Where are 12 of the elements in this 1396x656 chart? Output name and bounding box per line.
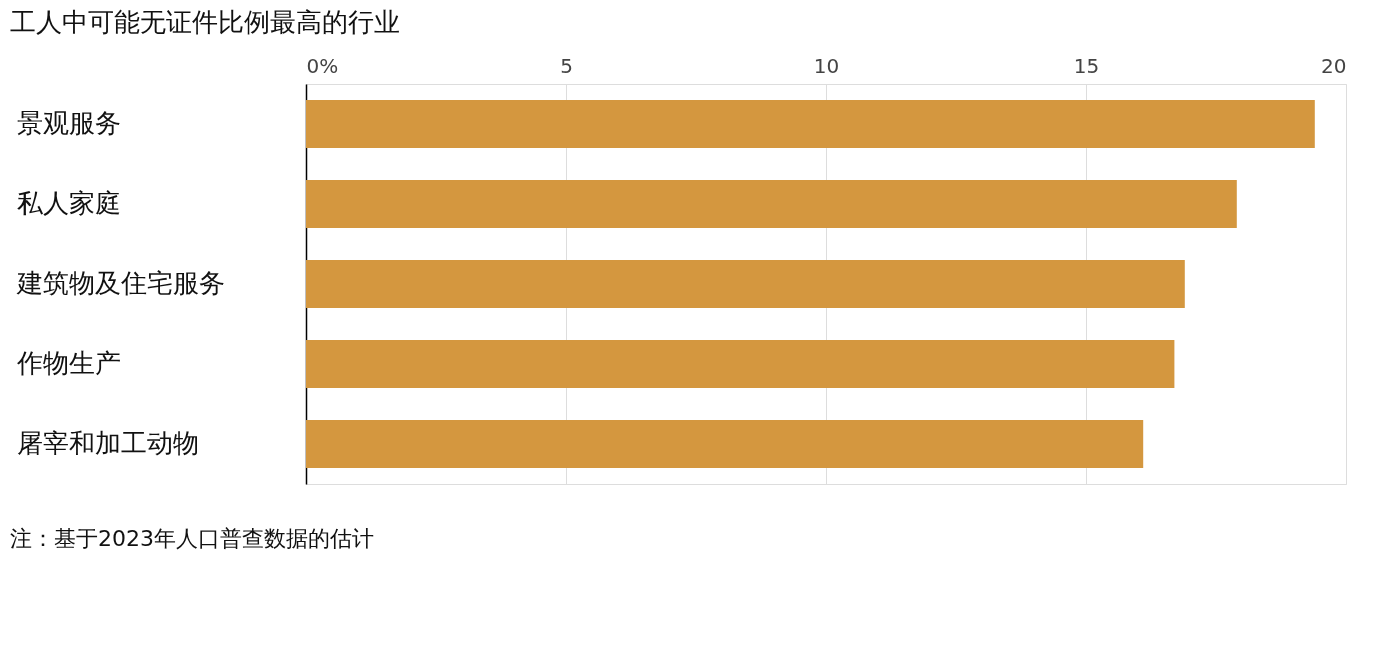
chart-title: 工人中可能无证件比例最高的行业 [10, 7, 400, 37]
y-tick-label: 景观服务 [16, 108, 121, 138]
text: 注：基于2023年人口普查数据的估计 [10, 526, 374, 551]
x-tick-label: 5 [560, 53, 573, 78]
y-tick-label: 建筑物及住宅服务 [15, 268, 225, 298]
x-tick-label: 20 [1321, 53, 1347, 78]
x-tick-label: 0% [306, 53, 339, 78]
x-tick-label: 10 [813, 53, 840, 78]
y-tick-label: 作物生产 [15, 348, 121, 378]
y-tick-label: 私人家庭 [16, 188, 121, 218]
x-tick-label: 15 [1073, 53, 1100, 78]
y-tick-label: 屠宰和加工动物 [16, 428, 199, 458]
